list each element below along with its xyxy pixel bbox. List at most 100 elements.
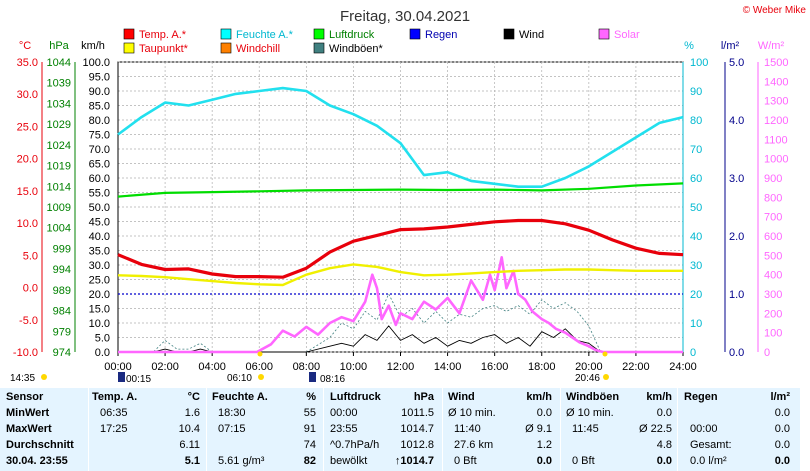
wind-tick-label: 0.0 <box>95 347 110 359</box>
wind-unit-label: km/h <box>81 40 105 52</box>
x-tick-label: 04:00 <box>198 361 226 373</box>
stats-cell: 07:15 <box>218 423 246 435</box>
stats-temp-unit: °C <box>187 391 200 403</box>
pressure-tick-label: 1024 <box>47 140 71 152</box>
wind-tick-label: 90.0 <box>89 86 110 98</box>
humidity-tick-label: 0 <box>690 347 696 359</box>
wind-tick-label: 55.0 <box>89 188 110 200</box>
stats-rain-header: Regen <box>684 391 718 403</box>
legend-label: Luftdruck <box>329 29 375 41</box>
humidity-series-line <box>117 86 684 188</box>
solar-tick-label: 400 <box>764 270 782 282</box>
stats-cell: bewölkt <box>330 455 368 467</box>
stats-cell: 0.0 <box>774 423 790 435</box>
legend-label: Windböen* <box>329 43 384 55</box>
temp-tick-label: 10.0 <box>17 218 38 230</box>
solar-unit-label: W/m² <box>758 40 785 52</box>
pressure-tick-label: 1034 <box>47 98 71 110</box>
wind-tick-label: 50.0 <box>89 202 110 214</box>
wind-tick-label: 80.0 <box>89 115 110 127</box>
stats-cell: 1.6 <box>184 407 200 419</box>
stats-wind-unit: km/h <box>526 391 552 403</box>
solar-tick-label: 0 <box>764 347 770 359</box>
wind-tick-label: 60.0 <box>89 173 110 185</box>
x-tick-label: 24:00 <box>669 361 697 373</box>
stats-cell: 18:30 <box>218 407 246 419</box>
gusts-series-line <box>118 293 683 353</box>
wind-tick-label: 20.0 <box>89 289 110 301</box>
stats-cell: Gesamt: <box>690 439 732 451</box>
stats-temp-column: Temp. A. °C 06:35 1.6 17:25 10.4 6.11 5.1 <box>92 388 204 471</box>
stats-cell: Ø 22.5 <box>638 423 672 435</box>
pressure-unit-label: hPa <box>49 40 69 52</box>
legend-label: Windchill <box>236 43 280 55</box>
pressure-tick-label: 999 <box>53 243 71 255</box>
stats-gusts-column: Windböen km/h Ø 10 min. 0.0 11:45 Ø 22.5 4.… <box>566 388 674 471</box>
moonrise-icon <box>118 372 125 382</box>
stats-cell: 27.6 km <box>454 439 494 451</box>
humidity-tick-label: 60 <box>690 173 702 185</box>
chart-title: Freitag, 30.04.2021 <box>340 8 470 25</box>
moonset-label: 08:16 <box>320 374 345 385</box>
humidity-tick-label: 70 <box>690 144 702 156</box>
stats-cell: 6.11 <box>179 439 200 451</box>
weather-chart: Freitag, 30.04.2021 © Weber Mike Temp. A.*… <box>10 5 807 385</box>
rain-tick-label: 2.0 <box>729 231 744 243</box>
stats-cell: 0.0 <box>774 407 790 419</box>
x-tick-label: 16:00 <box>481 361 509 373</box>
legend-label: Taupunkt* <box>139 43 189 55</box>
humidity-tick-label: 50 <box>690 202 702 214</box>
copyright-label: © Weber Mike <box>743 5 807 16</box>
sunrise-label: 06:10 <box>227 373 252 384</box>
stats-cell: 0.0 <box>536 407 552 419</box>
stats-cell: 55 <box>303 407 316 419</box>
solar-tick-label: 100 <box>764 328 782 340</box>
temp-tick-label: 30.0 <box>17 89 38 101</box>
stats-temp-header: Temp. A. <box>92 391 138 403</box>
stats-cell: 11:40 <box>454 423 481 435</box>
stats-cell: 06:35 <box>100 407 128 419</box>
rain-tick-label: 0.0 <box>729 347 744 359</box>
statistics-panel: Sensor MinWert MaxWert Durchschnitt 30.0… <box>0 388 800 471</box>
stats-cell: Ø 10 min. <box>566 407 614 419</box>
wind-tick-label: 35.0 <box>89 246 110 258</box>
solar-tick-label: 1100 <box>764 134 788 146</box>
wind-tick-label: 95.0 <box>89 72 110 84</box>
wind-tick-label: 15.0 <box>89 304 110 316</box>
sun-marker-icon <box>602 351 608 357</box>
stats-cell: 4.8 <box>656 439 672 451</box>
legend-label: Regen <box>425 29 457 41</box>
stats-cell: 74 <box>303 439 316 451</box>
rain-tick-label: 5.0 <box>729 57 744 69</box>
pressure-tick-label: 1009 <box>47 202 71 214</box>
wind-tick-label: 40.0 <box>89 231 110 243</box>
stats-cell: 5.61 g/m³ <box>218 455 265 467</box>
stats-wind-header: Wind <box>448 391 475 403</box>
wind-tick-label: 45.0 <box>89 217 110 229</box>
time-label-left: 14:35 <box>10 373 35 384</box>
stats-cell: 23:55 <box>330 423 358 435</box>
wind-tick-label: 100.0 <box>82 57 110 69</box>
stats-cell: 1014.7 <box>400 423 434 435</box>
legend-swatch <box>409 28 421 40</box>
pressure-series-line <box>117 182 684 198</box>
humidity-tick-label: 10 <box>690 318 702 330</box>
stats-cell: ^0.7hPa/h <box>330 439 380 451</box>
stats-cell: 0.0 <box>656 455 672 467</box>
stats-gusts-unit: km/h <box>646 391 672 403</box>
legend-swatch <box>598 28 610 40</box>
pressure-tick-label: 1014 <box>47 181 71 193</box>
stats-humidity-header: Feuchte A. <box>212 391 268 403</box>
sun-marker-icon <box>257 351 263 357</box>
humidity-tick-label: 100 <box>690 57 708 69</box>
x-tick-label: 18:00 <box>528 361 556 373</box>
legend-swatch <box>220 42 232 54</box>
stats-pressure-header: Luftdruck <box>330 391 381 403</box>
stats-sensor-column: Sensor MinWert MaxWert Durchschnitt 30.0… <box>6 388 86 471</box>
temp-series-line <box>117 218 684 279</box>
stats-cell: 5.1 <box>184 455 200 467</box>
solar-tick-label: 200 <box>764 308 782 320</box>
temp-tick-label: -10.0 <box>13 347 38 359</box>
humidity-tick-label: 40 <box>690 231 702 243</box>
legend-swatch <box>313 28 325 40</box>
